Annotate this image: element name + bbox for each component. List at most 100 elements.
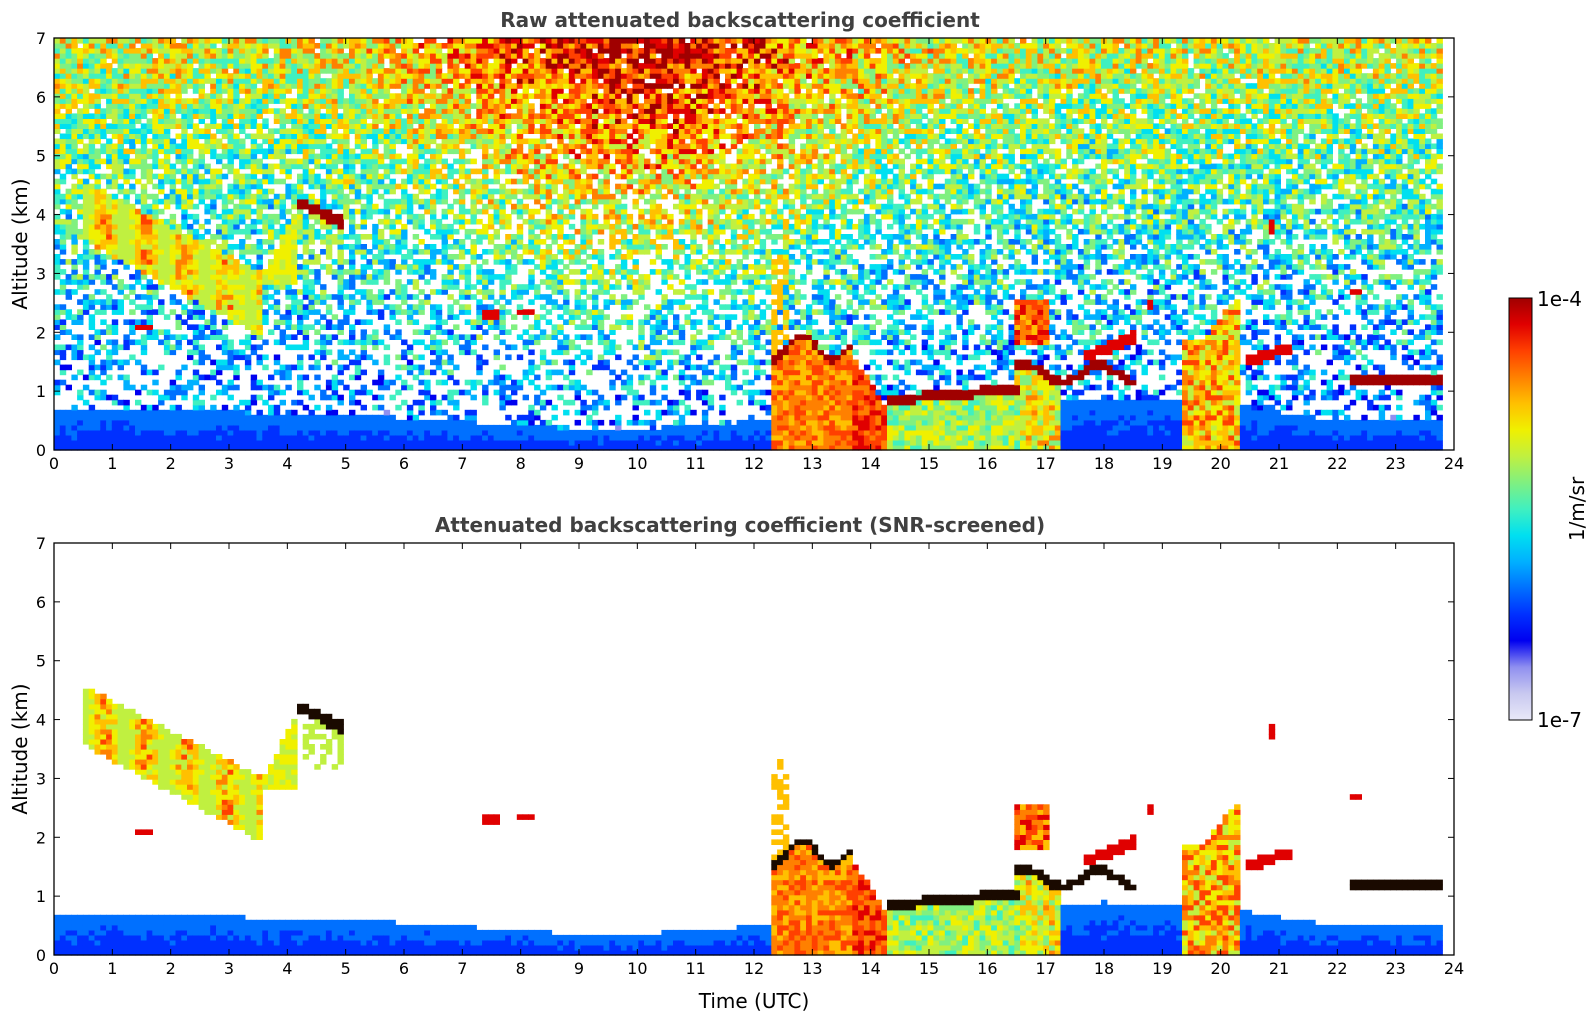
heatmap-cell — [273, 384, 281, 391]
heatmap-cell — [175, 153, 182, 160]
heatmap-cell — [366, 249, 373, 255]
heatmap-cell — [464, 249, 472, 255]
heatmap-cell — [493, 213, 500, 220]
heatmap-cell — [268, 138, 275, 145]
heatmap-cell — [192, 329, 200, 335]
heatmap-cell — [349, 58, 356, 64]
heatmap-cell — [54, 163, 61, 170]
heatmap-cell — [337, 158, 344, 165]
heatmap-cell — [216, 369, 223, 376]
heatmap-cell — [216, 264, 223, 270]
heatmap-cell — [314, 309, 321, 315]
heatmap-cell — [250, 98, 258, 104]
heatmap-cell — [464, 173, 472, 180]
heatmap-cell — [279, 374, 286, 381]
heatmap-cell — [111, 68, 119, 74]
heatmap-cell — [482, 289, 489, 295]
heatmap-cell — [406, 364, 414, 371]
heatmap-cell — [412, 83, 420, 89]
heatmap-cell — [187, 53, 194, 59]
heatmap-cell — [331, 98, 339, 104]
heatmap-cell — [505, 98, 512, 104]
heatmap-cell — [233, 98, 240, 104]
heatmap-cell — [325, 269, 333, 275]
heatmap-cell — [412, 434, 420, 441]
heatmap-cell — [192, 103, 200, 109]
heatmap-cell — [516, 68, 524, 74]
heatmap-cell — [377, 429, 385, 436]
heatmap-cell — [349, 178, 356, 185]
heatmap-cell — [117, 259, 124, 265]
heatmap-cell — [285, 218, 292, 225]
heatmap-cell — [470, 78, 477, 84]
heatmap-cell — [476, 168, 483, 175]
heatmap-cell — [169, 58, 177, 64]
heatmap-cell — [349, 38, 356, 44]
heatmap-cell — [418, 203, 425, 210]
heatmap-cell — [221, 429, 229, 436]
heatmap-cell — [239, 339, 246, 346]
heatmap-cell — [297, 264, 304, 270]
heatmap-cell — [349, 309, 356, 315]
heatmap-cell — [123, 409, 130, 416]
heatmap-cell — [493, 445, 500, 451]
heatmap-cell — [366, 128, 373, 134]
heatmap-cell — [528, 148, 535, 155]
heatmap-cell — [198, 445, 205, 451]
heatmap-cell — [117, 359, 124, 366]
heatmap-cell — [406, 163, 414, 170]
heatmap-cell — [320, 88, 327, 94]
heatmap-cell — [453, 339, 460, 346]
heatmap-cell — [117, 440, 124, 446]
heatmap-cell — [505, 329, 512, 335]
heatmap-cell — [111, 98, 119, 104]
heatmap-cell — [505, 394, 512, 401]
heatmap-cell — [192, 73, 200, 79]
heatmap-cell — [516, 334, 524, 340]
heatmap-cell — [146, 63, 153, 69]
heatmap-cell — [187, 440, 194, 446]
heatmap-cell — [395, 319, 402, 325]
heatmap-cell — [152, 404, 159, 411]
heatmap-cell — [117, 254, 124, 260]
heatmap-cell — [528, 339, 535, 346]
heatmap-cell — [285, 314, 292, 320]
heatmap-cell — [262, 63, 269, 69]
heatmap-cell — [343, 429, 350, 436]
heatmap-cell — [117, 53, 124, 59]
heatmap-cell — [100, 309, 107, 315]
heatmap-cell — [511, 294, 518, 300]
heatmap-cell — [152, 419, 159, 426]
heatmap-cell — [198, 43, 205, 49]
heatmap-cell — [297, 203, 304, 210]
heatmap-cell — [88, 158, 96, 165]
heatmap-cell — [401, 354, 408, 361]
heatmap-cell — [204, 93, 211, 99]
heatmap-cell — [117, 284, 124, 290]
heatmap-cell — [71, 409, 78, 416]
heatmap-cell — [158, 133, 165, 140]
heatmap-cell — [256, 93, 263, 99]
heatmap-cell — [158, 198, 165, 205]
heatmap-cell — [239, 254, 246, 260]
heatmap-cell — [522, 43, 529, 49]
heatmap-cell — [146, 73, 153, 79]
heatmap-cell — [528, 274, 535, 280]
heatmap-cell — [59, 319, 67, 325]
heatmap-cell — [163, 279, 171, 285]
heatmap-cell — [100, 208, 107, 215]
heatmap-cell — [244, 314, 252, 320]
heatmap-cell — [372, 334, 379, 340]
heatmap-cell — [192, 394, 200, 401]
heatmap-cell — [268, 58, 275, 64]
heatmap-cell — [406, 108, 414, 114]
heatmap-cell — [453, 314, 460, 320]
heatmap-cell — [314, 158, 321, 165]
heatmap-cell — [273, 68, 281, 74]
heatmap-cell — [377, 269, 385, 275]
heatmap-cell — [227, 309, 234, 315]
heatmap-cell — [302, 143, 310, 150]
heatmap-cell — [476, 108, 483, 114]
heatmap-cell — [250, 269, 258, 275]
heatmap-cell — [129, 254, 136, 260]
